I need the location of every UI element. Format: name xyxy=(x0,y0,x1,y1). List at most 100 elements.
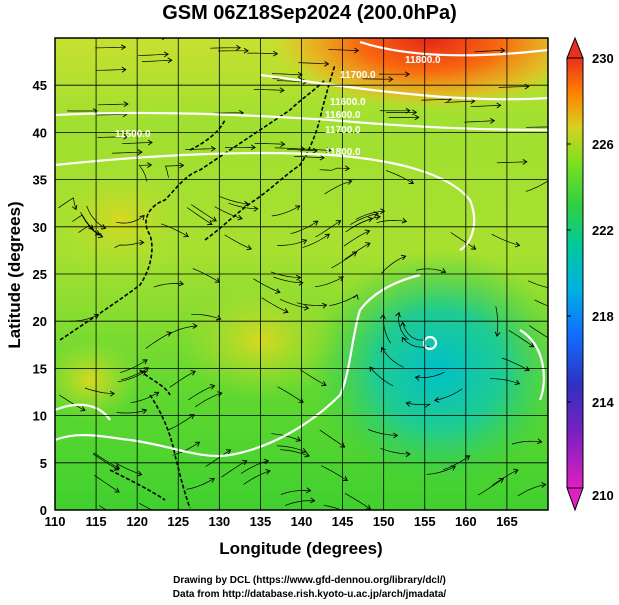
streamline xyxy=(517,484,546,497)
streamline xyxy=(117,371,146,383)
streamline-arrow xyxy=(225,449,232,455)
streamline-arrow xyxy=(141,408,148,414)
streamline-arrow xyxy=(179,162,185,169)
streamline xyxy=(285,500,315,506)
streamline-arrow xyxy=(209,383,216,390)
streamline xyxy=(261,297,289,313)
streamline xyxy=(186,207,213,225)
streamline xyxy=(478,478,504,496)
contour-label: 11600.0 xyxy=(325,110,361,121)
streamline xyxy=(119,359,148,373)
streamline xyxy=(92,453,119,471)
streamline-arrow xyxy=(338,276,344,282)
streamline-arrow xyxy=(207,220,213,225)
streamline-arrow xyxy=(550,337,555,341)
streamline xyxy=(224,234,252,250)
streamline-arrow xyxy=(354,47,360,54)
y-tick-label: 35 xyxy=(33,173,47,188)
streamline xyxy=(138,53,169,57)
streamline-arrow xyxy=(178,280,185,287)
streamline-arrow xyxy=(137,149,143,156)
x-tick-label: 120 xyxy=(126,514,148,529)
streamline-arrow xyxy=(250,144,256,151)
streamline-arrow xyxy=(405,401,411,407)
y-tick-label: 45 xyxy=(33,78,47,93)
streamline-arrow xyxy=(365,242,371,248)
streamline xyxy=(80,212,100,235)
y-tick-label: 5 xyxy=(40,456,47,471)
streamline xyxy=(319,167,350,171)
streamline-arrow xyxy=(522,159,528,165)
contour-label: 11800.0 xyxy=(405,55,441,66)
x-tick-label: 165 xyxy=(496,514,518,529)
streamline-arrow xyxy=(153,391,160,397)
contour-label: 11800.0 xyxy=(325,147,361,158)
streamline xyxy=(489,378,520,385)
x-axis-title: Longitude (degrees) xyxy=(219,539,382,558)
streamline xyxy=(97,103,128,106)
streamline-arrow xyxy=(393,432,399,439)
streamline xyxy=(442,455,470,471)
streamline xyxy=(95,46,126,49)
streamline xyxy=(314,276,344,288)
streamline xyxy=(95,69,126,71)
streamline xyxy=(168,325,197,335)
streamline xyxy=(290,220,318,235)
streamline xyxy=(243,470,271,485)
streamline-arrow xyxy=(211,216,217,222)
streamline-arrow xyxy=(541,482,547,488)
streamline xyxy=(141,59,172,62)
streamline-arrow xyxy=(300,146,306,152)
x-tick-label: 125 xyxy=(167,514,189,529)
streamline xyxy=(492,469,519,486)
streamline xyxy=(219,196,249,205)
streamline-arrow xyxy=(414,114,420,121)
colorbar-bottom-arrow xyxy=(566,487,584,512)
streamline-arrow xyxy=(496,102,502,109)
x-tick-label: 155 xyxy=(414,514,436,529)
streamline-arrow xyxy=(528,342,535,348)
streamline-arrow xyxy=(162,512,167,517)
streamline-arrow xyxy=(339,442,346,448)
streamline-arrow xyxy=(94,230,101,236)
streamline-arrow xyxy=(364,229,371,235)
streamline-arrow xyxy=(272,50,279,57)
x-tick-label: 130 xyxy=(208,514,230,529)
streamline xyxy=(247,52,278,55)
streamline-arrow xyxy=(136,470,143,477)
streamline-arrow xyxy=(404,71,410,78)
y-tick-label: 10 xyxy=(33,409,47,424)
temperature-field xyxy=(55,38,555,517)
streamline-arrow xyxy=(242,459,248,466)
streamline xyxy=(58,197,77,210)
streamline-arrow xyxy=(142,359,148,365)
streamline xyxy=(271,205,300,217)
streamline-arrow xyxy=(216,315,222,321)
streamline xyxy=(253,89,284,91)
streamline xyxy=(287,149,318,152)
colorbar-body xyxy=(566,57,584,489)
streamline xyxy=(380,448,410,455)
streamline-arrow xyxy=(297,71,303,78)
streamline-arrow xyxy=(324,233,331,239)
y-tick-label: 15 xyxy=(33,361,47,376)
streamline xyxy=(300,369,327,386)
streamline-arrow xyxy=(321,302,328,309)
streamline-arrow xyxy=(275,288,281,294)
streamline xyxy=(138,164,152,182)
streamline-arrow xyxy=(313,220,319,226)
streamline-arrow xyxy=(166,331,172,337)
streamline xyxy=(319,429,345,448)
colorbar-top-arrow xyxy=(566,36,584,59)
colorbar-tick-labels: 230 226 222 218 214 210 xyxy=(567,51,614,503)
streamline-arrow xyxy=(365,504,372,510)
streamline-arrow xyxy=(342,476,349,481)
streamline xyxy=(344,493,371,510)
streamline xyxy=(279,298,309,309)
streamline-arrow xyxy=(97,232,104,239)
colorbar-tick-label: 210 xyxy=(592,488,614,503)
contour-label: 11600.0 xyxy=(330,97,366,108)
streamline-arrow xyxy=(414,375,421,381)
streamline-arrow xyxy=(298,280,304,286)
streamline-arrow xyxy=(283,308,289,314)
